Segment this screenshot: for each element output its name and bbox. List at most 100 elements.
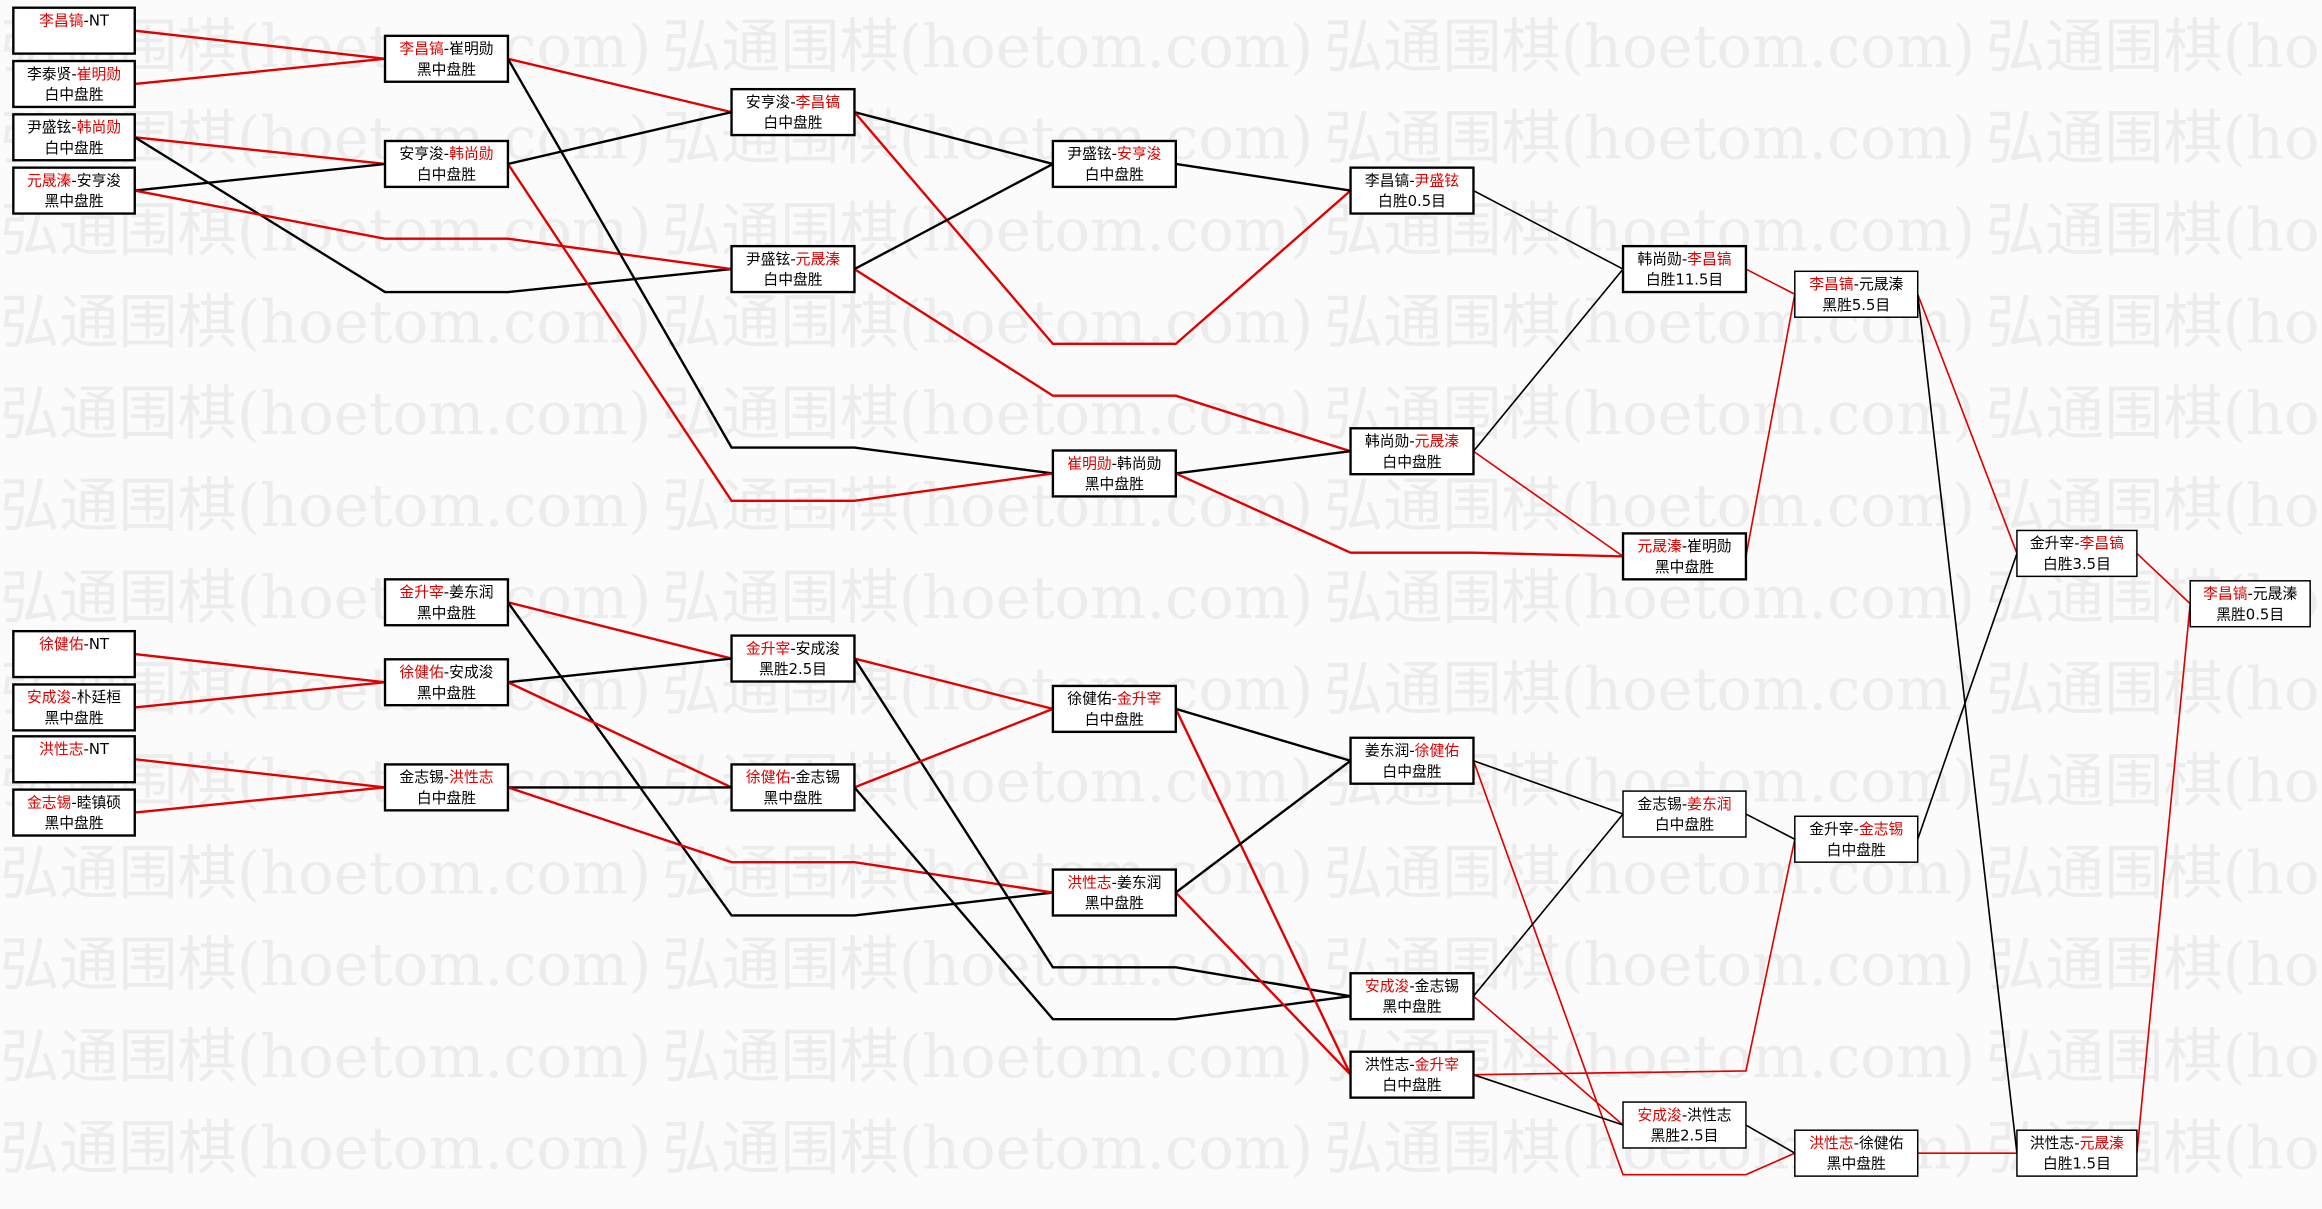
separator: - (1854, 1135, 1859, 1152)
winner-line-B1-D1 (506, 163, 1054, 503)
match-box-border (12, 113, 136, 162)
winner-line-E2-G2 (1472, 760, 1796, 1176)
player-white: 睦镇硕 (77, 794, 122, 811)
watermark-text: 弘通围棋(hoetom.com) (1986, 746, 2322, 815)
winner-line-B3-C3 (507, 681, 733, 789)
separator: - (2248, 586, 2253, 603)
match-result: 黑中盘胜 (1655, 558, 1714, 576)
match-players: 韩尚勋-李昌镐 (1637, 251, 1731, 268)
player-black: 安亨浚 (399, 146, 444, 163)
player-black: 金志锡 (1637, 796, 1681, 813)
loser-line-F3-G2 (1745, 1124, 1796, 1154)
match-box-border (1622, 790, 1747, 838)
match-box-border (383, 578, 510, 627)
match-box-A0[interactable]: 李昌镐-NT (12, 6, 136, 55)
watermark-text: 弘通围棋(hoetom.com) (0, 379, 651, 448)
winner-line-D2-E4 (1174, 708, 1352, 1076)
match-result: 白中盘胜 (44, 86, 103, 104)
match-players: 金升宰-金志锡 (1809, 821, 1903, 838)
match-result: 黑中盘胜 (44, 709, 103, 727)
player-white: 洪性志 (449, 769, 494, 786)
player-white: 元晟溱 (1859, 276, 1904, 293)
player-black: 徐健佑 (39, 636, 84, 653)
player-white: 姜东润 (1117, 874, 1161, 891)
match-result: 白中盘胜 (1085, 710, 1144, 728)
watermark-text: 弘通围棋(hoetom.com) (0, 287, 651, 356)
match-result: 白中盘胜 (417, 789, 476, 807)
loser-line-C2-E3 (853, 657, 1351, 998)
match-result: 黑中盘胜 (44, 814, 103, 832)
match-box-A4[interactable]: 徐健佑-NT (12, 629, 136, 679)
player-black: 尹盛铉 (27, 119, 72, 136)
watermark-text: 弘通围棋(hoetom.com) (662, 1022, 1313, 1091)
loser-line-D2-E2 (1175, 707, 1351, 762)
match-players: 安成浚-金志锡 (1365, 978, 1459, 995)
watermark-text: 弘通围棋(hoetom.com) (1986, 1022, 2322, 1091)
match-players: 元晟溱-安亨浚 (27, 172, 121, 189)
match-box-border (730, 87, 856, 137)
player-white: 安成浚 (449, 664, 494, 681)
winner-line-C1-E1 (853, 268, 1351, 453)
match-result: 白胜11.5目 (1646, 272, 1723, 289)
player-black: 洪性志 (1365, 1056, 1410, 1073)
watermark-text: 弘通围棋(hoetom.com) (1986, 12, 2322, 81)
player-black: 李昌镐 (2203, 586, 2248, 603)
separator: - (790, 251, 795, 268)
watermark-text: 弘通围棋(hoetom.com) (1324, 12, 1975, 81)
match-box-border (12, 788, 136, 837)
match-box-A6[interactable]: 洪性志-NT (12, 735, 136, 784)
match-result: 黑中盘胜 (1085, 894, 1144, 912)
loser-line-C1-D0 (853, 162, 1054, 271)
player-white: 尹盛铉 (1415, 172, 1460, 189)
winner-line-A6-B4 (134, 758, 386, 789)
winner-line-A1-B0 (134, 57, 386, 86)
winner-line-B0-C0 (507, 57, 732, 114)
match-players: 李昌镐-尹盛铉 (1365, 172, 1459, 189)
loser-line-E0-F0 (1473, 189, 1624, 270)
player-white: 徐健佑 (1859, 1135, 1904, 1152)
separator: - (1682, 538, 1687, 555)
winner-line-C0-E0 (853, 111, 1352, 346)
player-white: 金升宰 (1415, 1056, 1459, 1073)
player-black: 韩尚勋 (1637, 251, 1681, 268)
watermark-text: 弘通围棋(hoetom.com) (1986, 104, 2322, 173)
player-black: 安成浚 (1637, 1107, 1682, 1124)
separator: - (444, 584, 449, 601)
player-white: NT (89, 636, 110, 653)
match-box-border (730, 763, 856, 812)
